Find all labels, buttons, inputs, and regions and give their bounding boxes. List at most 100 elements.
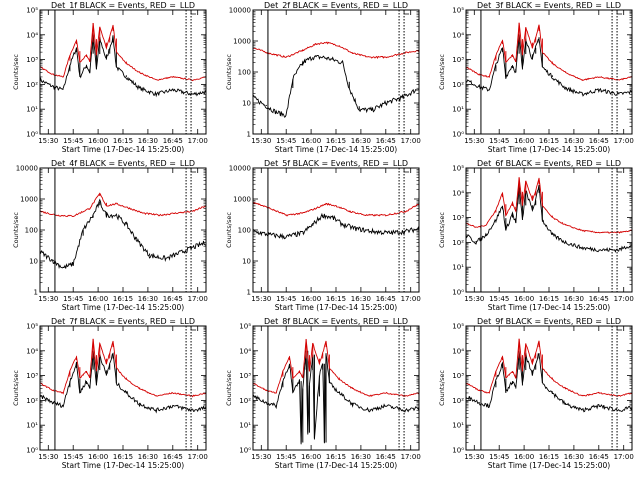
y-axis-label: Counts/sec [12, 54, 20, 90]
x-axis-label: Start Time (17-Dec-14 15:25:00) [275, 145, 397, 154]
x-tick-label: 16:30 [138, 137, 158, 145]
x-tick-label: 16:30 [138, 295, 158, 303]
y-tick-label: 10⁴ [452, 31, 464, 39]
x-tick-label: 16:00 [88, 295, 108, 303]
series-line-lld [252, 41, 420, 59]
y-tick-label: 10¹ [26, 106, 38, 114]
x-tick-label: 17:00 [401, 295, 421, 303]
x-tick-label: 15:45 [276, 453, 296, 461]
series-line-events [465, 351, 633, 413]
y-tick-label: 10³ [239, 372, 251, 380]
x-tick-label: 17:00 [614, 137, 634, 145]
x-axis-label: Start Time (17-Dec-14 15:25:00) [62, 461, 184, 470]
series-line-events [39, 33, 207, 98]
y-tick-label: 10¹ [239, 422, 251, 430]
x-tick-label: 16:00 [301, 137, 321, 145]
y-tick-label: 10⁵ [26, 323, 38, 331]
x-tick-label: 16:15 [326, 137, 346, 145]
y-tick-label: 10⁰ [26, 131, 38, 139]
panel-det-9: Det_9f BLACK = Events, RED =_LLD 10⁰ 10¹ 10… [438, 317, 634, 470]
y-axis-label: Counts/sec [438, 212, 446, 248]
panel-det-8: Det_8f BLACK = Events, RED =_LLD 10⁰ 10¹ 10… [225, 317, 421, 470]
x-tick-label: 17:00 [614, 453, 634, 461]
x-axis-label: Start Time (17-Dec-14 15:25:00) [275, 461, 397, 470]
panel-det-2: Det_2f BLACK = Events, RED =_LLD 1 10 100 10… [225, 1, 421, 154]
series-line-events [252, 54, 420, 118]
y-tick-label: 1 [34, 289, 38, 297]
flag-marker [190, 326, 197, 331]
flag-marker [190, 168, 197, 173]
y-tick-label: 100 [238, 69, 251, 77]
x-tick-label: 16:45 [589, 137, 609, 145]
y-tick-label: 10⁴ [452, 189, 464, 197]
y-tick-label: 10000 [229, 7, 251, 15]
plot-frame [252, 167, 420, 293]
x-tick-label: 15:30 [251, 295, 271, 303]
y-tick-label: 10 [29, 258, 38, 266]
panel-title: Det_9f BLACK = Events, RED =_LLD [477, 317, 621, 326]
x-tick-label: 16:30 [351, 295, 371, 303]
x-tick-label: 16:45 [376, 453, 396, 461]
y-tick-label: 10 [242, 100, 251, 108]
x-tick-label: 17:00 [614, 295, 634, 303]
y-axis-label: Counts/sec [12, 370, 20, 406]
x-tick-label: 15:30 [38, 453, 58, 461]
flag-marker [403, 168, 410, 173]
y-tick-label: 1 [247, 289, 251, 297]
y-tick-label: 10³ [452, 56, 464, 64]
x-tick-label: 16:45 [589, 295, 609, 303]
x-tick-label: 16:45 [376, 137, 396, 145]
y-tick-label: 10⁴ [26, 31, 38, 39]
x-tick-label: 16:30 [564, 137, 584, 145]
series-line-lld [39, 338, 207, 398]
x-axis-label: Start Time (17-Dec-14 15:25:00) [488, 461, 610, 470]
y-tick-label: 10⁵ [452, 165, 464, 173]
y-tick-label: 10¹ [452, 106, 464, 114]
x-tick-label: 16:00 [514, 295, 534, 303]
panel-det-7: Det_7f BLACK = Events, RED =_LLD 10⁰ 10¹ 10… [12, 317, 208, 470]
x-tick-label: 15:45 [489, 137, 509, 145]
y-axis-label: Counts/sec [225, 212, 233, 248]
y-tick-label: 10⁵ [452, 323, 464, 331]
x-tick-label: 17:00 [188, 137, 208, 145]
flag-marker [616, 10, 623, 15]
x-axis-label: Start Time (17-Dec-14 15:25:00) [488, 145, 610, 154]
x-tick-label: 16:15 [539, 137, 559, 145]
x-tick-label: 16:30 [564, 295, 584, 303]
y-tick-label: 10⁰ [452, 447, 464, 455]
panel-det-3: Det_3f BLACK = Events, RED =_LLD 10⁰ 10¹ 10… [438, 1, 634, 154]
x-tick-label: 15:30 [38, 295, 58, 303]
x-tick-label: 16:45 [163, 137, 183, 145]
y-tick-label: 10¹ [26, 422, 38, 430]
x-axis-label: Start Time (17-Dec-14 15:25:00) [62, 145, 184, 154]
x-tick-label: 15:45 [489, 453, 509, 461]
series-line-lld [465, 338, 633, 397]
y-tick-label: 10² [26, 81, 38, 89]
series-line-lld [252, 339, 420, 397]
x-tick-label: 16:45 [163, 453, 183, 461]
y-tick-label: 10⁰ [452, 289, 464, 297]
y-tick-label: 10¹ [452, 422, 464, 430]
x-tick-label: 17:00 [188, 295, 208, 303]
y-tick-label: 10³ [452, 372, 464, 380]
panel-title: Det_1f BLACK = Events, RED =_LLD [51, 1, 195, 10]
plot-frame [252, 9, 420, 135]
x-tick-label: 16:45 [376, 295, 396, 303]
y-tick-label: 10⁰ [239, 447, 251, 455]
series-line-events [252, 350, 420, 445]
y-tick-label: 1000 [233, 38, 251, 46]
x-tick-label: 15:30 [464, 453, 484, 461]
x-tick-label: 16:30 [351, 453, 371, 461]
x-tick-label: 16:00 [88, 453, 108, 461]
y-tick-label: 10⁰ [452, 131, 464, 139]
x-tick-label: 16:45 [163, 295, 183, 303]
y-tick-label: 10⁴ [239, 347, 251, 355]
x-tick-label: 16:30 [351, 137, 371, 145]
y-tick-label: 1 [247, 131, 251, 139]
y-tick-label: 10² [452, 397, 464, 405]
y-tick-label: 10¹ [452, 264, 464, 272]
y-tick-label: 10² [452, 81, 464, 89]
x-tick-label: 16:15 [113, 453, 133, 461]
x-tick-label: 16:15 [326, 295, 346, 303]
x-axis-label: Start Time (17-Dec-14 15:25:00) [488, 303, 610, 312]
